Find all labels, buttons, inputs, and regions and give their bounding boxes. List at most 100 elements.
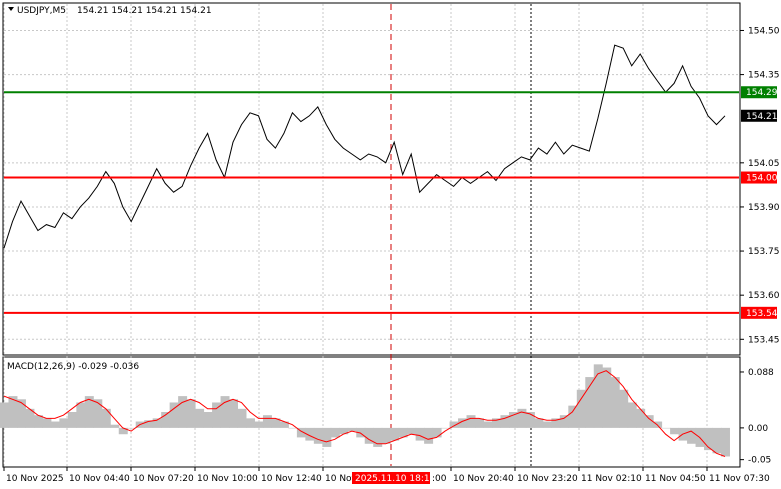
macd-histogram-bar — [432, 427, 442, 438]
macd-histogram-bar — [500, 415, 510, 428]
macd-histogram-bar — [687, 427, 697, 444]
usdjpy-price-path — [3, 44, 726, 249]
macd-tick-label: -0.05 — [748, 456, 771, 466]
macd-histogram-bar — [8, 396, 18, 428]
macd-histogram-bar — [644, 415, 654, 428]
macd-histogram-bar — [93, 399, 103, 428]
macd-histogram-bar — [169, 402, 179, 428]
macd-histogram-bar — [449, 421, 459, 428]
level-price-tag — [741, 171, 777, 184]
macd-histogram-bar — [593, 364, 603, 428]
macd-histogram-bar — [50, 421, 60, 428]
macd-histogram-bar — [373, 427, 383, 447]
level-price-label: 154.00 — [746, 174, 778, 184]
macd-histogram-bar — [381, 427, 391, 444]
price-tick-label: 153.60 — [748, 291, 780, 301]
main-chart-frame — [2, 2, 741, 356]
macd-histogram-bar — [458, 418, 468, 428]
macd-histogram-bar — [33, 415, 43, 428]
macd-histogram-bar — [42, 418, 52, 428]
macd-histogram-bar — [84, 396, 94, 428]
macd-histogram-bar — [144, 420, 154, 428]
macd-histogram-bar — [212, 402, 222, 428]
time-tick-label: 11 Nov 02:10 — [581, 474, 642, 484]
macd-histogram-bar — [186, 399, 196, 428]
macd-histogram-bar — [322, 427, 332, 447]
ohlc-values: 154.21 154.21 154.21 154.21 — [77, 6, 212, 16]
macd-histogram-bar — [542, 421, 552, 428]
macd-histogram-bar — [237, 408, 247, 428]
macd-histogram-bar — [364, 427, 374, 444]
time-tick-label: 10 Nov 10:00 — [197, 474, 258, 484]
macd-histogram-bar — [161, 412, 171, 428]
macd-histogram-bar — [305, 427, 315, 441]
macd-histogram-bar — [16, 399, 26, 428]
symbol-menu-icon[interactable] — [8, 7, 14, 11]
price-axis[interactable]: 154.50 154.35 154.05 153.90 153.75 153.60 153.… — [740, 26, 780, 345]
macd-histogram-bar — [347, 427, 357, 432]
price-tick-label: 154.35 — [748, 71, 780, 81]
time-tick-label: 11 Nov 04:50 — [645, 474, 706, 484]
macd-histogram-bar — [491, 418, 501, 428]
time-tick-label: 10 Nov 04:40 — [69, 474, 130, 484]
time-axis[interactable]: 10 Nov 2025 10 Nov 04:40 10 Nov 07:20 10 No… — [3, 467, 770, 484]
macd-histogram-bar — [296, 427, 306, 438]
macd-histogram-bar — [110, 424, 120, 428]
macd-histogram-bar — [390, 427, 400, 441]
macd-histogram-bar — [712, 427, 722, 454]
macd-histogram-bar — [407, 427, 417, 435]
macd-histogram-bar — [441, 427, 451, 429]
macd-histogram-bar — [288, 427, 298, 429]
macd-histogram-bar — [627, 402, 637, 428]
level-price-tag — [741, 86, 777, 99]
macd-histogram-bar — [585, 377, 595, 428]
macd-histogram-bar — [245, 418, 255, 428]
time-tick-label-partial: :00 — [432, 474, 447, 484]
macd-histogram-bar — [610, 377, 620, 428]
level-lines[interactable]: 154.29 154.00 153.54 154.21 — [4, 86, 778, 319]
macd-histogram-bar — [76, 402, 86, 428]
macd-histogram-bar — [568, 405, 578, 428]
macd-histogram-bar — [576, 389, 586, 428]
macd-histogram-bar — [330, 427, 340, 438]
macd-histogram-bar — [101, 408, 111, 428]
macd-histogram-bar — [356, 427, 366, 438]
macd-histogram-bar — [704, 427, 714, 451]
macd-histogram-bar — [67, 412, 77, 428]
macd-indicator — [0, 364, 730, 457]
macd-axis: 0.088 0.00 -0.05 — [740, 368, 774, 466]
level-price-label: 153.54 — [746, 309, 778, 319]
macd-histogram-bar — [661, 427, 671, 429]
macd-histogram-bar — [415, 427, 425, 441]
time-tick-label: 10 Nov 07:20 — [133, 474, 194, 484]
macd-histogram-bar — [534, 418, 544, 428]
macd-histogram-bar — [619, 389, 629, 428]
macd-histogram-bar — [517, 408, 527, 428]
time-tick-label: 11 Nov 07:30 — [709, 474, 770, 484]
macd-signal-line — [3, 370, 726, 457]
macd-histogram-bar — [152, 418, 162, 428]
macd-histogram-bar — [313, 427, 323, 444]
crosshair-time-bg — [352, 472, 430, 484]
macd-histogram-bar — [59, 418, 69, 428]
macd-histogram-bar — [118, 427, 128, 435]
time-tick-label: 10 Nov 23:20 — [517, 474, 578, 484]
macd-histogram-bar — [424, 427, 434, 444]
macd-histogram-bar — [271, 418, 281, 428]
macd-histogram-bar — [721, 427, 730, 457]
level-price-label: 154.29 — [746, 88, 778, 98]
crosshair-time-label: 2025.11.10 18:10 — [355, 474, 436, 484]
session-lines — [390, 4, 532, 466]
macd-histogram-bar — [339, 427, 349, 435]
macd-histogram-bar — [25, 408, 35, 428]
symbol-label: USDJPY,M5 — [17, 6, 66, 16]
macd-histogram-bar — [670, 427, 680, 435]
time-tick-label: 10 Nov — [325, 474, 358, 484]
macd-histogram-bar — [279, 421, 289, 428]
macd-histogram-bar — [466, 415, 476, 428]
macd-tick-label: 0.088 — [748, 368, 774, 378]
macd-histogram-bar — [178, 396, 188, 428]
level-price-tag — [741, 306, 777, 319]
